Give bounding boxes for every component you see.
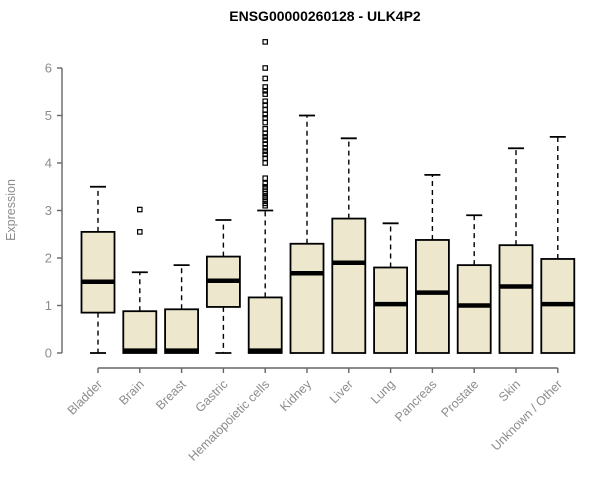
box-iqr	[80, 230, 116, 314]
box-iqr	[164, 308, 200, 354]
y-tick-label: 4	[45, 156, 52, 171]
x-category-label: Pancreas	[392, 377, 439, 424]
outlier-point	[262, 191, 269, 197]
plot-area: 0 1 2 3 4 5 6 Bladder Brain Breast GastricHematopo…	[45, 39, 576, 464]
x-category-label: Brain	[116, 377, 147, 408]
y-tick-label: 6	[45, 61, 52, 76]
box-iqr	[289, 242, 325, 354]
y-tick-label: 3	[45, 203, 52, 218]
y-tick-label: 2	[45, 251, 52, 266]
outlier-point	[262, 175, 269, 182]
x-category-label: Skin	[496, 377, 523, 404]
outlier-point	[262, 125, 269, 132]
outlier-point	[262, 91, 269, 97]
outlier-point	[262, 180, 269, 187]
outlier-point	[262, 130, 269, 137]
outlier-point	[137, 206, 143, 213]
box-iqr	[331, 217, 367, 354]
outlier-point	[262, 111, 269, 118]
box-iqr	[373, 266, 409, 354]
y-tick-label: 0	[45, 346, 52, 361]
outlier-point	[262, 134, 269, 140]
x-category-label: Liver	[327, 377, 356, 406]
y-tick-label: 1	[45, 298, 52, 313]
box-iqr	[122, 310, 158, 354]
x-category-label: Lung	[368, 377, 398, 407]
outlier-point	[137, 229, 143, 235]
x-category-label: Breast	[153, 377, 189, 413]
chart-title: ENSG00000260128 - ULK4P2	[229, 8, 421, 24]
outlier-point	[262, 197, 269, 203]
outlier-point	[262, 39, 269, 45]
x-category-label: Bladder	[65, 377, 105, 417]
outlier-point	[262, 106, 269, 113]
box-iqr	[498, 244, 534, 354]
x-category-label: Gastric	[193, 377, 231, 415]
outlier-point	[262, 119, 269, 126]
outlier-point	[262, 75, 269, 82]
outlier-point	[262, 160, 269, 166]
outlier-point	[262, 194, 269, 201]
x-category-label: Prostate	[438, 377, 481, 420]
outlier-point	[262, 145, 269, 151]
x-category-label: Kidney	[277, 377, 314, 414]
x-category-label: Unknown / Other	[489, 377, 565, 453]
outlier-point	[262, 98, 269, 105]
box-iqr	[456, 264, 492, 354]
box-iqr	[414, 239, 450, 354]
outlier-point	[262, 65, 269, 71]
outlier-point	[262, 84, 269, 90]
outlier-point	[262, 202, 269, 209]
outlier-point	[262, 87, 269, 94]
box-iqr	[247, 296, 283, 354]
y-axis-title: Expression	[4, 179, 18, 241]
outlier-point	[262, 148, 269, 154]
x-category-label: Hematopoietic cells	[186, 377, 273, 464]
y-tick-label: 5	[45, 108, 52, 123]
